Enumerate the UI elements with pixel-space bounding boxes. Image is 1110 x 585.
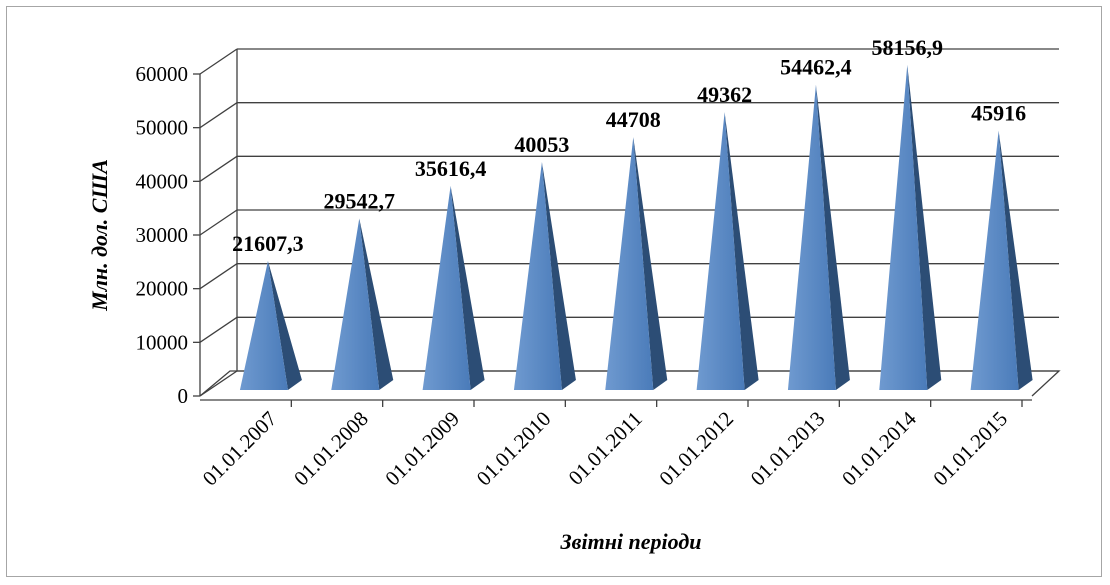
bar-front-face [605,137,654,390]
bar-front-face [787,84,836,391]
pyramid-bar-chart: 0 10000 20000 30000 40000 50000 60000 21607,3 01… [87,35,1061,554]
x-tick-label: 01.01.2015 [928,407,1012,491]
bar-01.01.2012 [696,112,759,390]
bar-side-face [267,261,302,390]
x-tick-label: 01.01.2010 [472,407,556,491]
x-tick-label: 01.01.2012 [654,407,738,491]
x-tick-label: 01.01.2013 [746,407,830,491]
bar-01.01.2014 [879,64,942,391]
gridline-diagonal [199,370,238,397]
bar-front-face [239,261,288,390]
bar-01.01.2015 [970,130,1033,390]
bar-side-face [907,64,942,391]
bar-front-face [879,64,928,391]
bar-front-face [970,130,1019,390]
bar-01.01.2013 [787,84,850,391]
y-axis-title: Млн. дол. США [87,159,112,312]
y-tick-label: 30000 [136,223,189,247]
bar-side-face [633,137,668,390]
bar-01.01.2008 [331,218,394,390]
x-tick-label: 01.01.2007 [198,407,282,491]
x-tick-label: 01.01.2014 [837,406,921,490]
data-label: 49362 [697,82,752,107]
data-label: 40053 [514,132,569,157]
x-axis-title: Звітні періоди [559,529,701,554]
bar-01.01.2007 [239,261,302,390]
bar-front-face [331,218,380,390]
gridline-diagonal [199,155,238,182]
x-tick-label: 01.01.2008 [289,407,373,491]
bar-side-face [815,84,850,391]
x-tick-label: 01.01.2011 [564,407,647,490]
bar-01.01.2011 [605,137,668,390]
bar-side-face [724,112,759,390]
bar-side-face [450,185,485,390]
y-tick-label: 60000 [136,62,189,86]
data-label: 21607,3 [232,231,304,256]
bar-side-face [998,130,1033,390]
bar-01.01.2009 [422,185,485,390]
bar-side-face [359,218,394,390]
x-tick-label: 01.01.2009 [380,407,464,491]
y-tick-label: 40000 [136,169,189,193]
bar-side-face [541,162,576,390]
chart-frame: 0 10000 20000 30000 40000 50000 60000 21607,3 01… [6,6,1102,577]
gridline-diagonal [199,48,238,75]
y-tick-label: 20000 [136,277,189,301]
bar-01.01.2010 [513,162,576,390]
data-label: 45916 [971,101,1026,126]
data-label: 35616,4 [415,156,487,181]
data-label: 44708 [606,107,661,132]
bar-front-face [422,185,471,390]
y-tick-label: 10000 [136,330,189,354]
gridline-diagonal [199,102,238,129]
data-label: 29542,7 [324,188,396,213]
y-tick-label: 50000 [136,116,189,140]
bar-front-face [513,162,562,390]
gridline-diagonal [199,316,238,343]
bar-front-face [696,112,745,390]
y-tick-label: 0 [178,384,189,408]
data-label: 58156,9 [872,35,944,60]
gridline-diagonal [199,263,238,290]
gridline-diagonal [199,209,238,236]
data-label: 54462,4 [780,55,852,80]
